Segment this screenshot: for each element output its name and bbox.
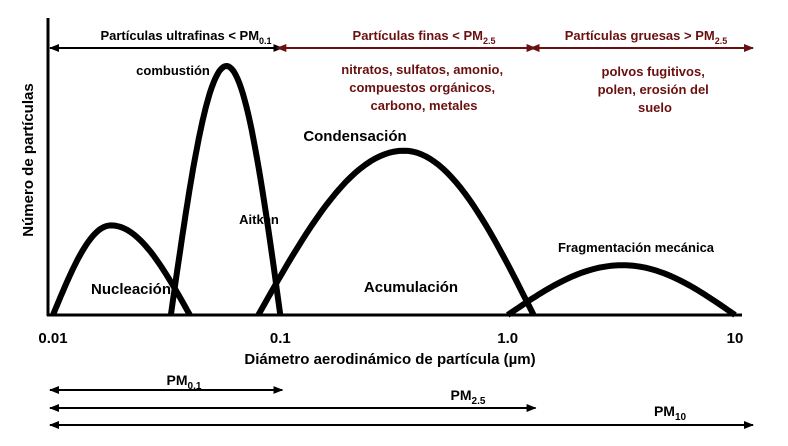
- x-axis-label: Diámetro aerodinámico de partícula (µm): [244, 351, 535, 368]
- mode-curve-1: [167, 63, 284, 316]
- top-range-arrows: Partículas ultrafinas < PM0.1 Partículas …: [49, 28, 754, 52]
- gruesas-source-line: polvos fugitivos,: [602, 64, 705, 79]
- gruesas-source-line: polen, erosión del: [598, 82, 709, 97]
- mode-curves: [50, 63, 737, 318]
- range-label: PM0.1: [167, 372, 202, 392]
- range-label: PM2.5: [451, 387, 486, 407]
- mode-label-aitken: Aitken: [239, 212, 279, 227]
- range-label: PM10: [654, 403, 687, 423]
- condensacion-label: Condensación: [303, 128, 406, 145]
- x-tick-labels: 0.01 0.1 1.0 10: [38, 330, 743, 347]
- finas-sources: nitratos, sulfatos, amonio, compuestos o…: [341, 62, 506, 113]
- y-axis-label: Número de partículas: [20, 83, 37, 236]
- x-tick-label: 0.01: [38, 330, 67, 347]
- x-tick-label: 1.0: [497, 330, 518, 347]
- gruesas-source-line: suelo: [638, 100, 672, 115]
- mode-label-nucleacion: Nucleación: [91, 281, 171, 298]
- mode-label-fragmentacion: Fragmentación mecánica: [558, 240, 715, 255]
- mode-curve-2: [255, 147, 537, 317]
- mode-curve-0: [50, 222, 193, 317]
- x-tick-label: 10: [727, 330, 744, 347]
- finas-source-line: nitratos, sulfatos, amonio,: [341, 62, 503, 77]
- mode-curve-3: [506, 262, 737, 318]
- range-label: Partículas finas < PM2.5: [353, 28, 496, 46]
- gruesas-sources: polvos fugitivos, polen, erosión del sue…: [598, 64, 713, 115]
- range-label: Partículas ultrafinas < PM0.1: [100, 28, 271, 46]
- finas-source-line: compuestos orgánicos,: [349, 80, 495, 95]
- combustion-label: combustión: [136, 63, 210, 78]
- finas-source-line: carbono, metales: [371, 98, 478, 113]
- range-label: Partículas gruesas > PM2.5: [565, 28, 727, 46]
- mode-label-acumulacion: Acumulación: [364, 279, 458, 296]
- bottom-range-arrows: PM0.1 PM2.5 PM10: [49, 372, 754, 429]
- x-tick-label: 0.1: [270, 330, 291, 347]
